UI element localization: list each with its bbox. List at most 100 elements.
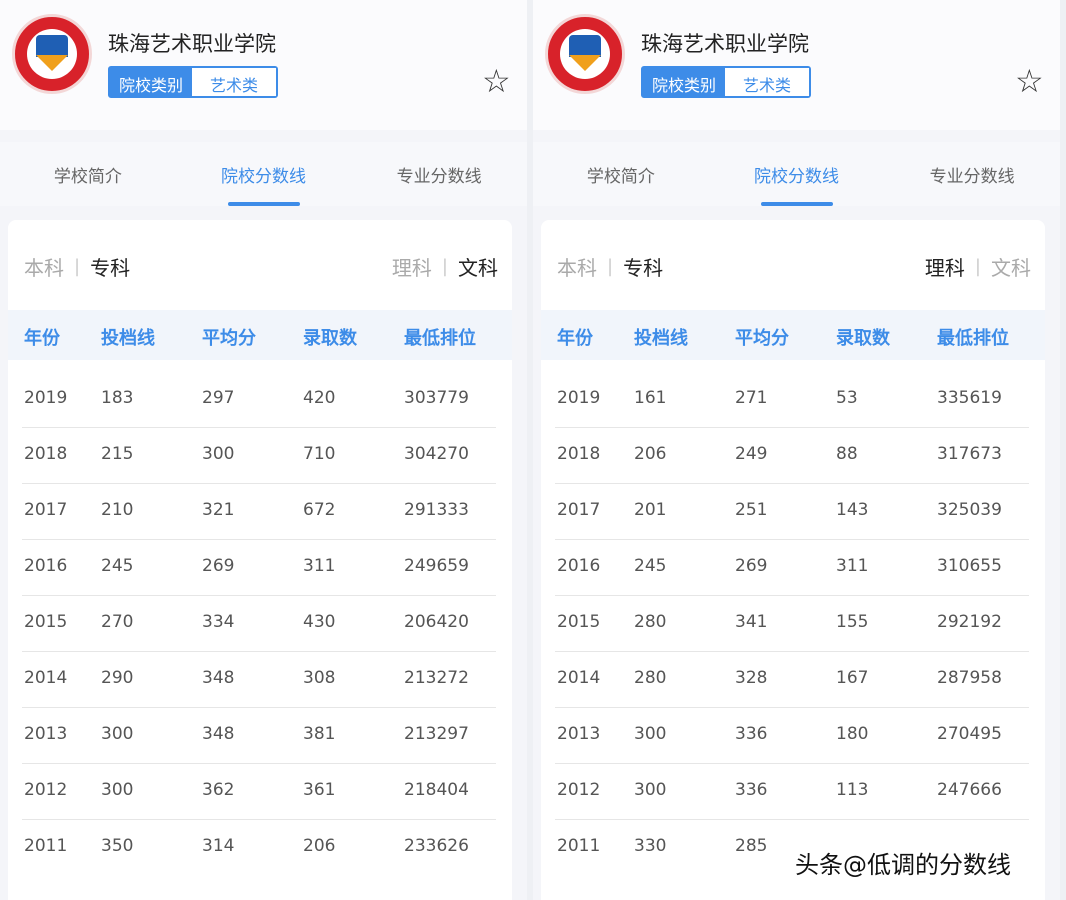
tab-1[interactable]: 院校分数线: [709, 142, 885, 206]
table-cell: 180: [836, 724, 869, 744]
school-logo: [12, 14, 92, 94]
level-option[interactable]: 专科: [623, 256, 664, 280]
badge-value: 艺术类: [725, 68, 810, 96]
school-name: 珠海艺术职业学院: [108, 32, 276, 56]
table-cell: 310655: [937, 556, 1002, 576]
table-body: 2019 183 297 420 303779 2018 215 300 710 304270 20…: [8, 372, 512, 876]
column-header: 年份: [557, 328, 593, 349]
table-cell: 300: [202, 444, 235, 464]
table-cell: 317673: [937, 444, 1002, 464]
table-cell: 206: [634, 444, 667, 464]
table-cell: 233626: [404, 836, 469, 856]
column-header: 投档线: [101, 328, 155, 349]
table-row: 2014 290 348 308 213272: [8, 652, 496, 708]
table-cell: 2017: [557, 500, 601, 520]
table-cell: 381: [303, 724, 336, 744]
table-cell: 113: [836, 780, 869, 800]
table-cell: 210: [101, 500, 134, 520]
level-option[interactable]: 专科: [90, 256, 131, 280]
table-cell: 245: [634, 556, 667, 576]
table-row: 2018 215 300 710 304270: [8, 428, 496, 484]
table-cell: 2014: [557, 668, 601, 688]
subject-toggle: 理科 | 文科: [925, 252, 1031, 281]
table-cell: 280: [634, 612, 667, 632]
table-cell: 206420: [404, 612, 469, 632]
table-cell: 300: [101, 724, 134, 744]
badge-key: 院校类别: [110, 68, 193, 96]
table-cell: 328: [735, 668, 768, 688]
school-panel: 珠海艺术职业学院 院校类别 艺术类 ☆ 学校简介 院校分数线 专业分数线 本科 | 专科…: [0, 0, 527, 900]
subject-option[interactable]: 文科: [458, 256, 498, 280]
table-cell: 269: [202, 556, 235, 576]
subject-option[interactable]: 理科: [391, 256, 432, 280]
table-body: 2019 161 271 53 335619 2018 206 249 88 317673 2017…: [541, 372, 1045, 876]
column-header: 录取数: [303, 328, 357, 349]
table-cell: 287958: [937, 668, 1002, 688]
table-row: 2016 245 269 311 249659: [8, 540, 496, 596]
category-badge: 院校类别 艺术类: [108, 66, 279, 98]
table-row: 2017 201 251 143 325039: [541, 484, 1029, 540]
table-row: 2011 350 314 206 233626: [8, 820, 496, 876]
table-cell: 155: [836, 612, 869, 632]
table-cell: 430: [303, 612, 336, 632]
watermark: 头条@低调的分数线: [795, 851, 1011, 879]
tab-2[interactable]: 专业分数线: [396, 167, 482, 187]
tab-bar: 学校简介 院校分数线 专业分数线: [0, 142, 527, 206]
table-cell: 285: [735, 836, 768, 856]
table-cell: 290: [101, 668, 134, 688]
tab-0[interactable]: 学校简介: [586, 167, 655, 187]
table-cell: 213297: [404, 724, 469, 744]
table-cell: 249659: [404, 556, 469, 576]
table-cell: 218404: [404, 780, 469, 800]
table-row: 2012 300 362 361 218404: [8, 764, 496, 820]
table-row: 2018 206 249 88 317673: [541, 428, 1029, 484]
table-cell: 245: [101, 556, 134, 576]
table-cell: 2012: [557, 780, 601, 800]
table-cell: 2018: [557, 444, 601, 464]
table-cell: 2014: [24, 668, 68, 688]
table-cell: 2016: [24, 556, 68, 576]
table-cell: 269: [735, 556, 768, 576]
table-row: 2019 183 297 420 303779: [8, 372, 496, 428]
table-cell: 206: [303, 836, 336, 856]
table-cell: 183: [101, 388, 134, 408]
level-option[interactable]: 本科: [557, 256, 597, 280]
table-cell: 2015: [24, 612, 68, 632]
table-cell: 143: [836, 500, 869, 520]
table-cell: 2013: [557, 724, 601, 744]
level-option[interactable]: 本科: [24, 256, 64, 280]
column-header: 平均分: [202, 328, 256, 349]
table-cell: 280: [634, 668, 667, 688]
table-cell: 300: [101, 780, 134, 800]
table-cell: 362: [202, 780, 235, 800]
table-row: 2014 280 328 167 287958: [541, 652, 1029, 708]
table-cell: 2016: [557, 556, 601, 576]
tab-0[interactable]: 学校简介: [53, 167, 122, 187]
subject-option[interactable]: 理科: [924, 256, 965, 280]
table-cell: 341: [735, 612, 768, 632]
table-row: 2015 270 334 430 206420: [8, 596, 496, 652]
tab-2[interactable]: 专业分数线: [929, 167, 1015, 187]
table-cell: 361: [303, 780, 336, 800]
subject-option[interactable]: 文科: [991, 256, 1031, 280]
table-row: 2011 330 285: [541, 820, 1029, 876]
star-icon[interactable]: ☆: [482, 62, 511, 100]
table-cell: 213272: [404, 668, 469, 688]
table-cell: 292192: [937, 612, 1002, 632]
table-cell: 303779: [404, 388, 469, 408]
tab-1[interactable]: 院校分数线: [176, 142, 352, 206]
table-cell: 420: [303, 388, 336, 408]
table-cell: 336: [735, 780, 768, 800]
table-cell: 270: [101, 612, 134, 632]
star-icon[interactable]: ☆: [1015, 62, 1044, 100]
table-cell: 53: [836, 388, 858, 408]
column-header: 录取数: [836, 328, 890, 349]
column-header: 年份: [24, 328, 60, 349]
column-header: 最低排位: [404, 328, 476, 349]
table-cell: 249: [735, 444, 768, 464]
table-cell: 672: [303, 500, 336, 520]
column-header: 最低排位: [937, 328, 1009, 349]
score-card: 本科 | 专科 理科 | 文科 年份 投档线 平均分 录取数 最低排位 2019 161 271 5…: [541, 220, 1045, 900]
table-row: 2016 245 269 311 310655: [541, 540, 1029, 596]
table-cell: 167: [836, 668, 869, 688]
